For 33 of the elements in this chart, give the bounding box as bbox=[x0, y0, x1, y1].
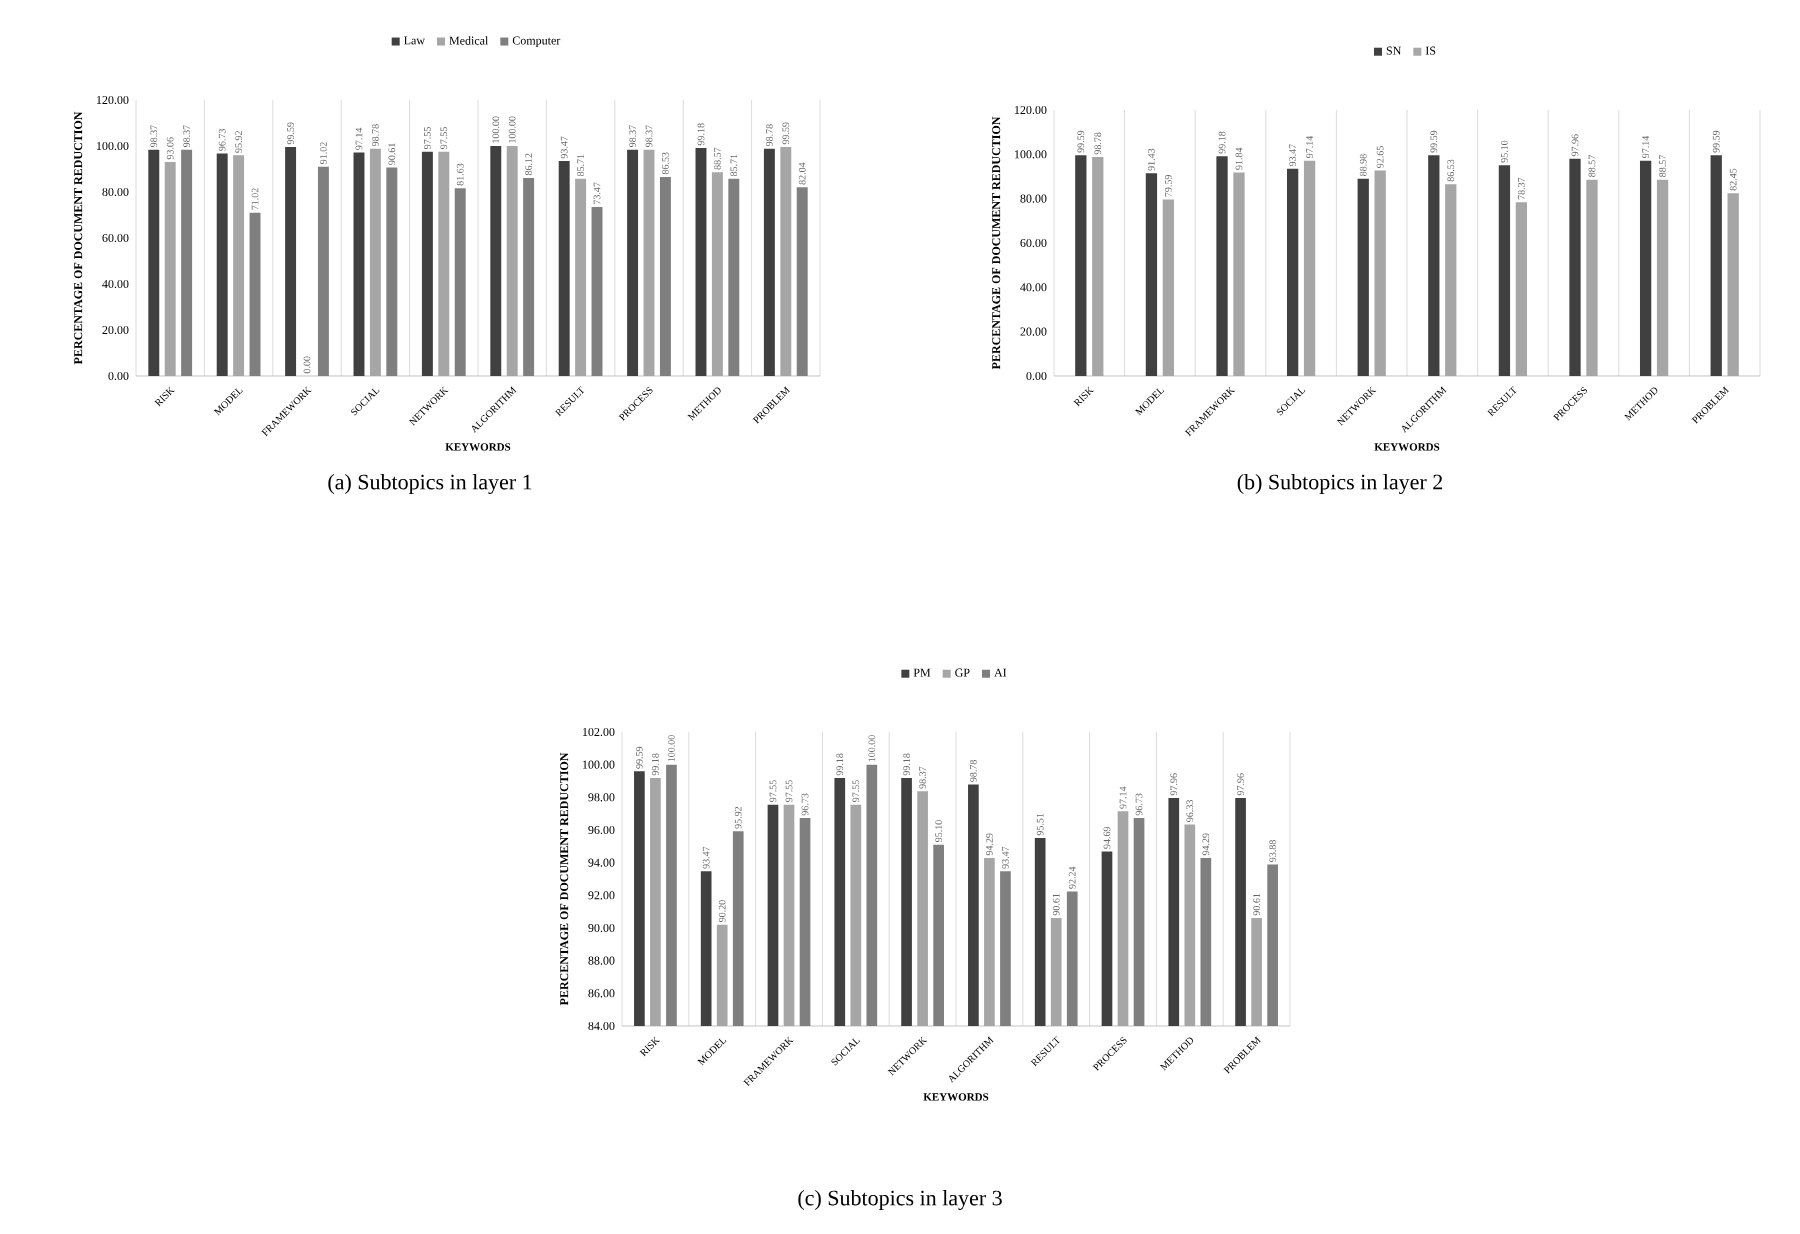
bar bbox=[285, 146, 297, 376]
bar bbox=[353, 152, 365, 376]
bar bbox=[1569, 158, 1581, 376]
bar bbox=[148, 149, 160, 376]
bar bbox=[421, 151, 433, 376]
bar bbox=[659, 176, 671, 376]
bar bbox=[181, 149, 193, 376]
bar bbox=[216, 153, 228, 376]
bar bbox=[490, 145, 502, 376]
bar bbox=[796, 187, 808, 376]
bar bbox=[627, 149, 639, 376]
bar bbox=[1357, 178, 1369, 376]
bar bbox=[1498, 165, 1511, 376]
bar bbox=[317, 166, 329, 376]
bar bbox=[1710, 155, 1722, 376]
bar bbox=[249, 212, 261, 376]
bar bbox=[558, 161, 570, 376]
bar bbox=[1286, 168, 1299, 376]
bar bbox=[695, 147, 707, 376]
bar bbox=[1216, 156, 1228, 376]
text: (a) Subtopics in layer 1 bbox=[328, 474, 532, 494]
bar bbox=[386, 167, 398, 376]
bar bbox=[763, 148, 775, 376]
bar bbox=[454, 188, 466, 376]
bar bbox=[1075, 155, 1087, 376]
bar bbox=[1639, 160, 1652, 376]
text: (c) Subtopics in layer 3 bbox=[798, 1190, 1002, 1210]
bar bbox=[1145, 173, 1158, 376]
bar bbox=[523, 177, 535, 376]
bar bbox=[1428, 155, 1440, 376]
bar bbox=[728, 178, 740, 376]
bar bbox=[591, 207, 603, 376]
text: (b) Subtopics in layer 2 bbox=[1237, 474, 1443, 494]
